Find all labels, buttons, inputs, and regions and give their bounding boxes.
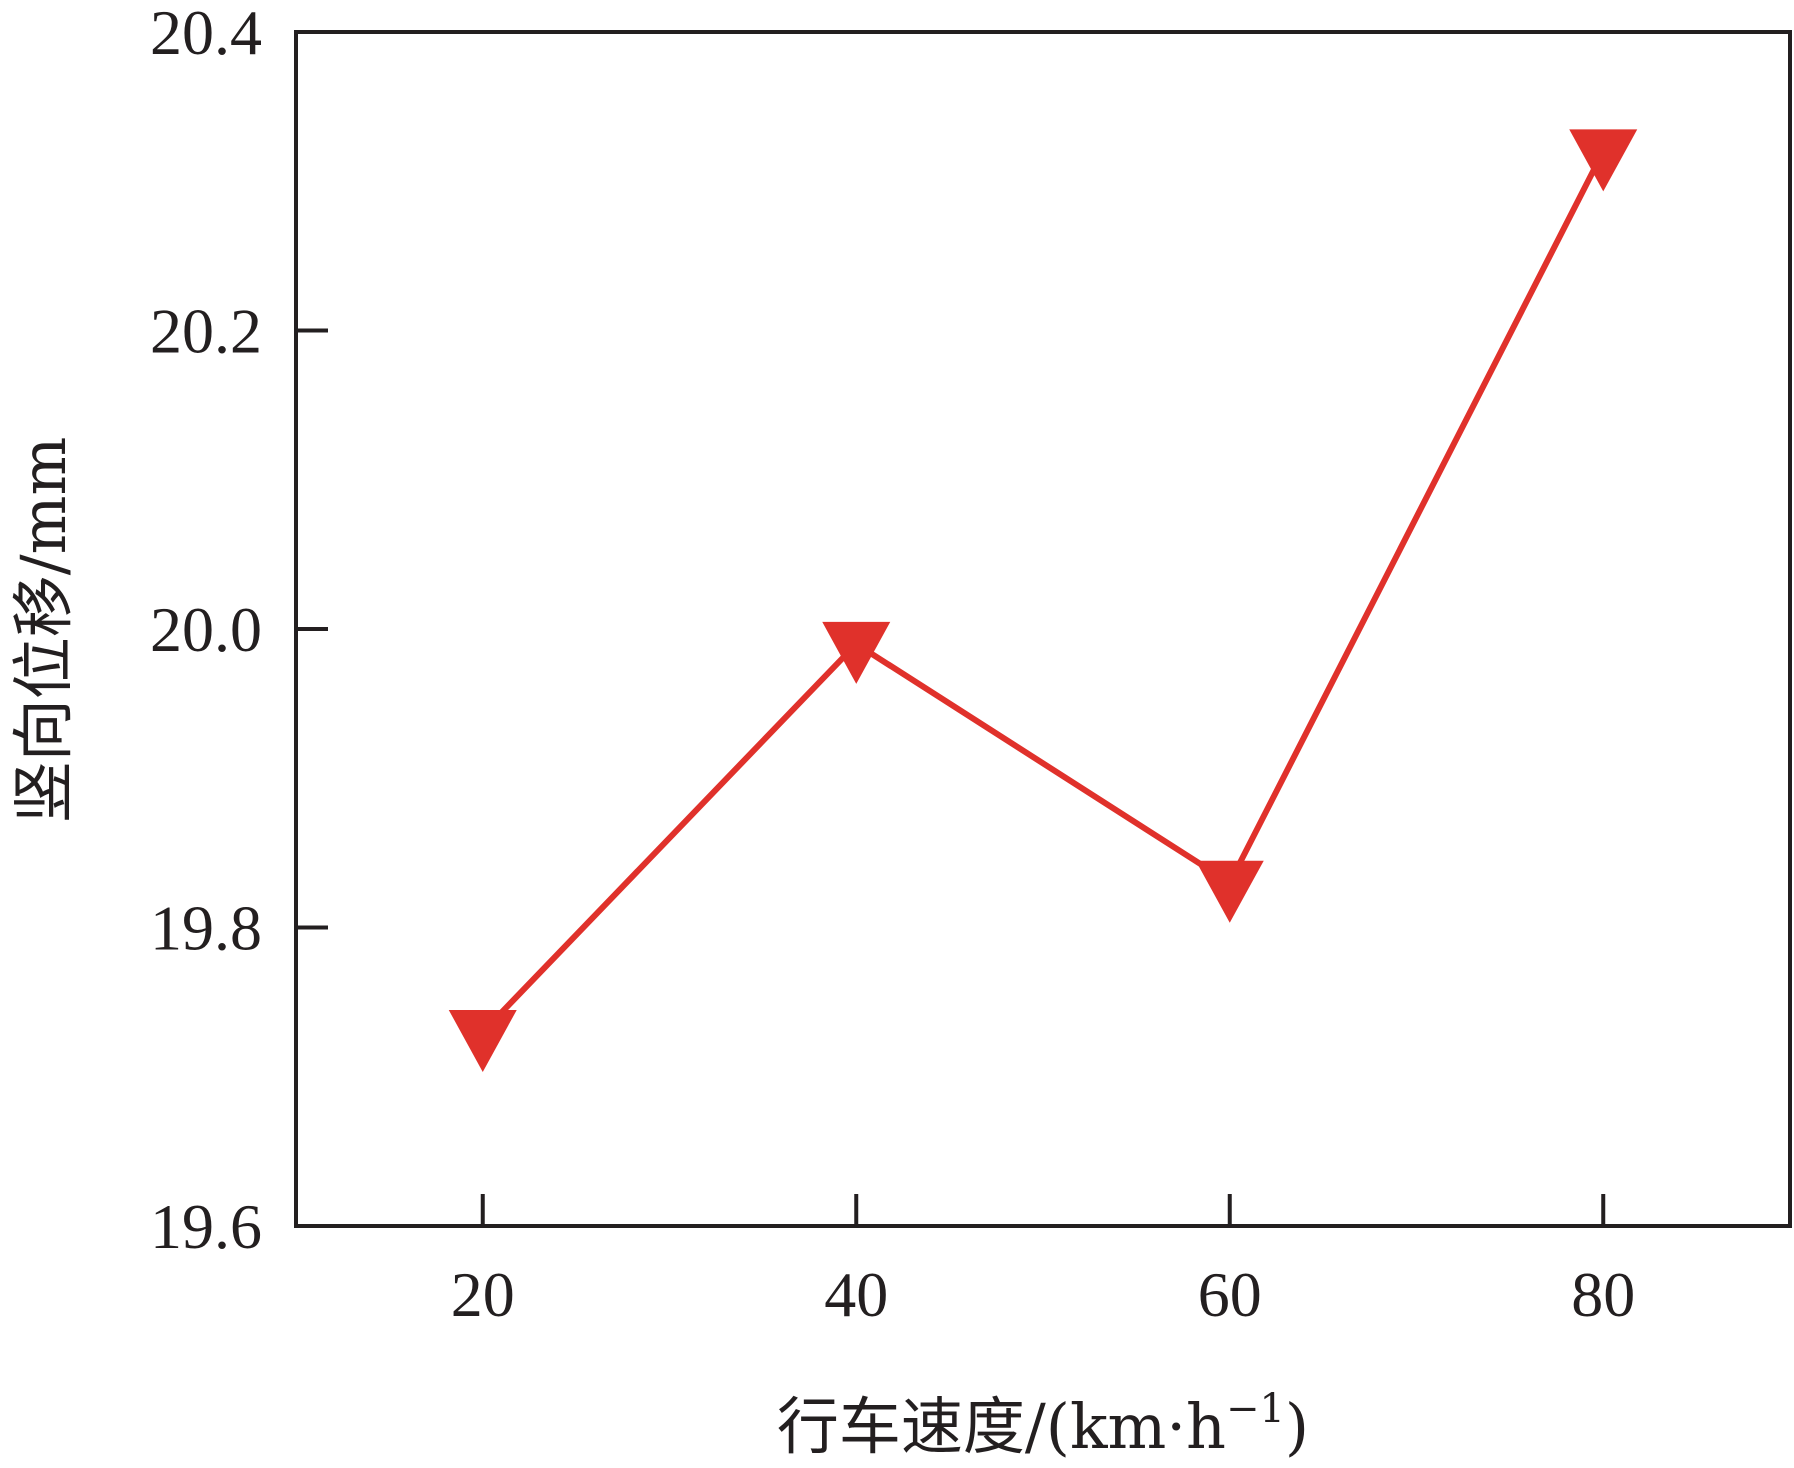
x-axis-title: 行车速度/(km·h−1)	[777, 1386, 1309, 1463]
x-tick-label: 80	[1571, 1259, 1635, 1330]
series-line	[480, 150, 1606, 1035]
x-axis-ticks: 20 40 60 80	[451, 1194, 1635, 1330]
y-tick-label: 20.4	[150, 0, 262, 68]
data-point-marker	[1195, 860, 1264, 923]
data-point-marker	[1569, 129, 1638, 192]
y-axis-ticks: 19.6 19.8 20.0 20.2 20.4	[150, 0, 328, 1262]
y-tick-label: 20.2	[150, 296, 262, 367]
y-tick-label: 19.8	[150, 893, 262, 964]
data-point-marker	[822, 621, 891, 684]
y-tick-label: 20.0	[150, 594, 262, 665]
x-axis-title-close: )	[1285, 1390, 1309, 1463]
x-tick-label: 20	[451, 1259, 515, 1330]
y-axis-title: 竖向位移/mm	[7, 437, 80, 823]
x-axis-title-main: 行车速度/(km·h	[777, 1390, 1226, 1463]
x-axis-title-superscript: −1	[1226, 1386, 1285, 1432]
data-point-marker	[448, 1009, 517, 1072]
y-tick-label: 19.6	[150, 1191, 262, 1262]
series-layer	[448, 129, 1638, 1072]
x-tick-label: 40	[824, 1259, 888, 1330]
x-tick-label: 60	[1198, 1259, 1262, 1330]
plot-frame	[294, 30, 1792, 1228]
